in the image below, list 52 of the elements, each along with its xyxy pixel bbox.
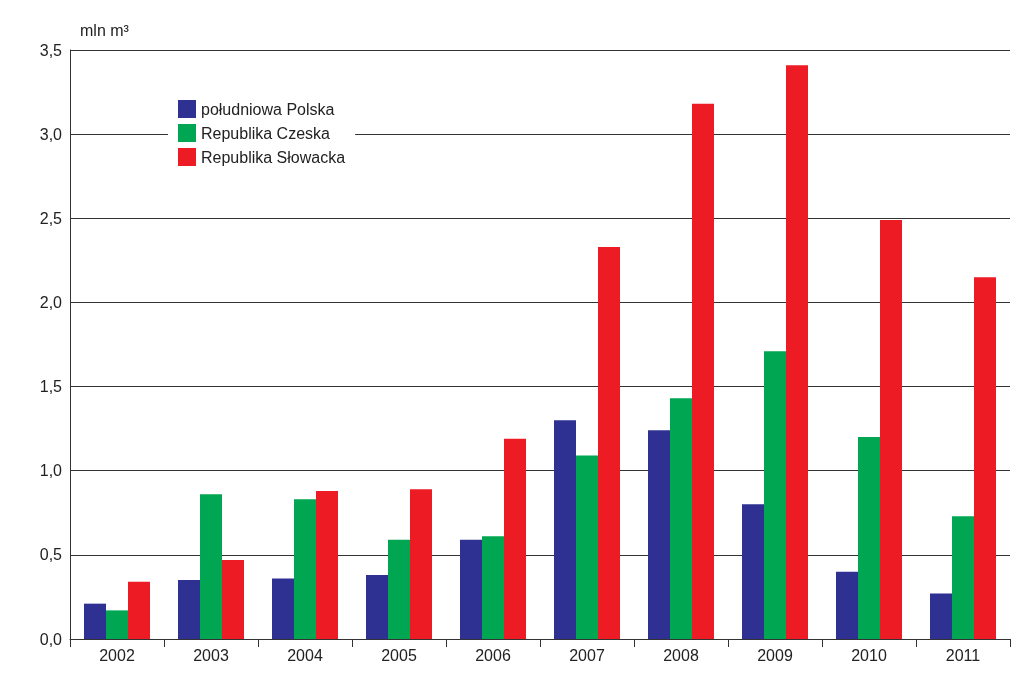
bar	[648, 430, 670, 639]
x-tick-label: 2006	[475, 646, 511, 664]
bar	[294, 499, 316, 639]
y-tick-label: 3,0	[39, 125, 63, 143]
bar	[930, 593, 952, 639]
y-tick-label: 3,5	[39, 41, 63, 59]
x-tick-label: 2008	[663, 646, 699, 664]
bar	[504, 438, 526, 639]
x-tick-label: 2009	[757, 646, 793, 664]
y-tick-label: 2,0	[39, 293, 63, 311]
bar	[128, 581, 150, 639]
x-tick-label: 2007	[569, 646, 605, 664]
bar	[460, 539, 482, 639]
bar	[576, 455, 598, 639]
bar	[974, 277, 996, 639]
bar	[200, 494, 222, 639]
y-tick-label: 1,5	[39, 378, 63, 396]
bar	[670, 398, 692, 639]
bar	[764, 351, 786, 639]
x-tick-label: 2005	[381, 646, 417, 664]
y-tick-label: 1,0	[39, 462, 63, 480]
y-axis-title: mln m³	[80, 21, 130, 39]
bar	[366, 575, 388, 639]
x-tick-label: 2010	[851, 646, 887, 664]
bar	[84, 603, 106, 639]
legend-label: Republika Słowacka	[201, 148, 346, 166]
bar	[316, 490, 338, 639]
bar	[388, 539, 410, 639]
bar	[482, 536, 504, 639]
bar	[598, 246, 620, 639]
bar	[692, 103, 714, 639]
x-tick-label: 2003	[193, 646, 229, 664]
y-tick-label: 0,5	[39, 546, 63, 564]
bar	[554, 420, 576, 639]
x-tick-label: 2004	[287, 646, 323, 664]
y-tick-label: 0,0	[39, 630, 63, 648]
bar	[410, 489, 432, 639]
bar	[742, 504, 764, 639]
bar	[106, 610, 128, 639]
x-tick-label: 2011	[945, 646, 981, 664]
legend-label: Republika Czeska	[201, 124, 331, 142]
bar	[952, 516, 974, 639]
x-tick-label: 2002	[99, 646, 135, 664]
y-tick-label: 2,5	[39, 209, 63, 227]
legend-label: południowa Polska	[201, 100, 335, 118]
bar	[858, 437, 880, 639]
bar	[178, 580, 200, 639]
bar	[222, 559, 244, 639]
bar	[880, 219, 902, 639]
bar	[786, 65, 808, 639]
bar	[836, 571, 858, 639]
bar	[272, 578, 294, 639]
